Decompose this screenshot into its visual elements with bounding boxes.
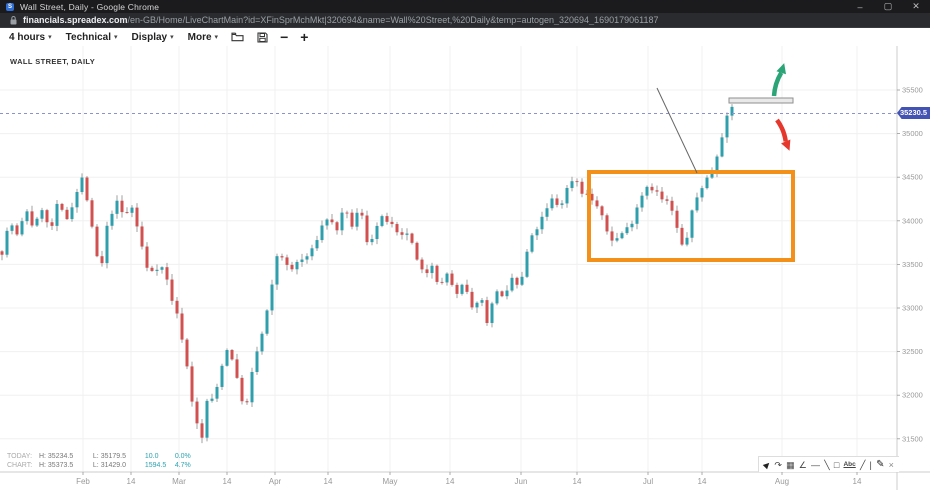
y-axis-label: 35000 bbox=[902, 129, 923, 138]
segment-tool-icon[interactable]: ╲ bbox=[824, 459, 830, 470]
up-arrow-annotation-head bbox=[776, 63, 786, 75]
drawing-tools-palette: ▶ ↷ ▦ ∠ — ╲ □ Abc ╱ | ✎ × bbox=[758, 456, 899, 472]
save-icon[interactable] bbox=[257, 31, 268, 43]
current-price-badge: 35230.5 bbox=[897, 107, 930, 119]
resistance-bar-annotation[interactable] bbox=[728, 97, 794, 104]
chart-status-panel: TODAY: H: 35234.5 L: 35179.5 10.0 0.0% C… bbox=[7, 452, 191, 470]
open-folder-icon[interactable] bbox=[231, 32, 244, 42]
chevron-down-icon: ▾ bbox=[170, 34, 174, 41]
y-axis-label: 34500 bbox=[902, 173, 923, 182]
x-axis-label: Jul bbox=[643, 477, 653, 486]
chart-low: 31429.0 bbox=[100, 462, 127, 469]
today-low: 35179.5 bbox=[100, 453, 127, 460]
down-arrow-annotation-head bbox=[781, 139, 791, 151]
chevron-down-icon: ▾ bbox=[48, 34, 52, 41]
y-axis-label: 33500 bbox=[902, 260, 923, 269]
chart-symbol-watermark: WALL STREET, DAILY bbox=[10, 57, 96, 66]
grid-lines bbox=[0, 46, 897, 472]
window-title: Wall Street, Daily - Google Chrome bbox=[20, 1, 160, 12]
trend-line-annotation[interactable] bbox=[656, 87, 698, 174]
y-axis-label: 33000 bbox=[902, 304, 923, 313]
url-domain: financials.spreadex.com bbox=[23, 15, 128, 25]
today-label: TODAY: bbox=[7, 453, 33, 460]
chart-high: 35373.5 bbox=[47, 462, 74, 469]
pencil-tool-icon[interactable]: ✎ bbox=[876, 458, 885, 470]
freehand-arrow-tool-icon[interactable]: ↷ bbox=[774, 459, 782, 470]
trend-angle-tool-icon[interactable]: ∠ bbox=[798, 459, 807, 470]
diagonal-line-tool-icon[interactable]: ╱ bbox=[859, 459, 866, 470]
x-axis-label: May bbox=[382, 477, 397, 486]
url-path: /en-GB/Home/LiveChartMain?id=XFinSprMchM… bbox=[127, 15, 659, 25]
chart-change-pct: 4.7% bbox=[174, 462, 191, 469]
lock-icon bbox=[10, 15, 17, 24]
minimize-button[interactable]: – bbox=[857, 1, 863, 12]
x-axis-label: 14 bbox=[853, 477, 862, 486]
x-axis-label: 14 bbox=[324, 477, 333, 486]
zoom-out-button[interactable]: − bbox=[280, 29, 289, 45]
window-titlebar: S Wall Street, Daily - Google Chrome – ▢… bbox=[0, 0, 930, 13]
today-status-row: TODAY: H: 35234.5 L: 35179.5 10.0 0.0% bbox=[7, 453, 191, 460]
menu-display[interactable]: Display ▾ bbox=[131, 31, 174, 43]
menu-more[interactable]: More ▾ bbox=[187, 31, 219, 43]
text-tool-icon[interactable]: Abc bbox=[843, 460, 856, 468]
close-button[interactable]: ✕ bbox=[912, 1, 920, 11]
close-toolbar-button[interactable]: × bbox=[888, 459, 894, 470]
x-axis-label: Jun bbox=[515, 477, 528, 486]
candlesticks bbox=[0, 104, 734, 444]
zoom-in-button[interactable]: + bbox=[300, 29, 309, 45]
chevron-down-icon: ▾ bbox=[114, 34, 118, 41]
today-high: 35234.5 bbox=[47, 453, 74, 460]
x-axis-label: Feb bbox=[76, 477, 90, 486]
y-axis-label: 32000 bbox=[902, 391, 923, 400]
x-axis-label: 14 bbox=[573, 477, 582, 486]
down-arrow-annotation[interactable] bbox=[775, 118, 788, 142]
x-axis-label: 14 bbox=[698, 477, 707, 486]
rectangle-tool-icon[interactable]: □ bbox=[833, 459, 840, 470]
y-axis-label: 34000 bbox=[902, 216, 923, 225]
today-change: 10.0 bbox=[144, 453, 159, 460]
chart-toolbar: 4 hours ▾ Technical ▾ Display ▾ More ▾ − + bbox=[0, 28, 930, 46]
pointer-tool-icon[interactable]: ▶ bbox=[761, 458, 773, 470]
horizontal-line-tool-icon[interactable]: — bbox=[811, 459, 821, 470]
chart-label: CHART: bbox=[7, 462, 33, 469]
x-axis-label: 14 bbox=[446, 477, 455, 486]
url-text: financials.spreadex.com/en-GB/Home/LiveC… bbox=[23, 15, 658, 25]
x-axis-label: Mar bbox=[172, 477, 186, 486]
menu-4-hours[interactable]: 4 hours ▾ bbox=[9, 31, 52, 43]
vertical-line-tool-icon[interactable]: | bbox=[869, 459, 872, 470]
consolidation-box-annotation[interactable] bbox=[587, 170, 795, 262]
site-favicon-icon: S bbox=[6, 2, 14, 11]
chevron-down-icon: ▾ bbox=[214, 34, 219, 41]
address-bar[interactable]: financials.spreadex.com/en-GB/Home/LiveC… bbox=[0, 13, 930, 28]
chart-change: 1594.5 bbox=[144, 462, 167, 469]
up-arrow-annotation[interactable] bbox=[771, 71, 784, 97]
menu-technical[interactable]: Technical ▾ bbox=[65, 31, 118, 43]
x-axis-label: 14 bbox=[223, 477, 232, 486]
annotations bbox=[587, 63, 795, 262]
maximize-button[interactable]: ▢ bbox=[883, 1, 893, 11]
y-axis-label: 35500 bbox=[902, 86, 923, 95]
grid-tool-icon[interactable]: ▦ bbox=[786, 459, 795, 470]
x-axis-label: 14 bbox=[127, 477, 136, 486]
y-axis-label: 31500 bbox=[902, 434, 923, 443]
axes: 35500 35000 34500 34000 33500 33000 32500 32000… bbox=[0, 46, 930, 490]
y-axis-label: 32500 bbox=[902, 347, 923, 356]
chart-status-row: CHART: H: 35373.5 L: 31429.0 1594.5 4.7% bbox=[7, 462, 191, 469]
x-axis-label: Apr bbox=[269, 477, 282, 486]
today-change-pct: 0.0% bbox=[174, 453, 191, 460]
x-axis-label: Aug bbox=[775, 477, 789, 486]
